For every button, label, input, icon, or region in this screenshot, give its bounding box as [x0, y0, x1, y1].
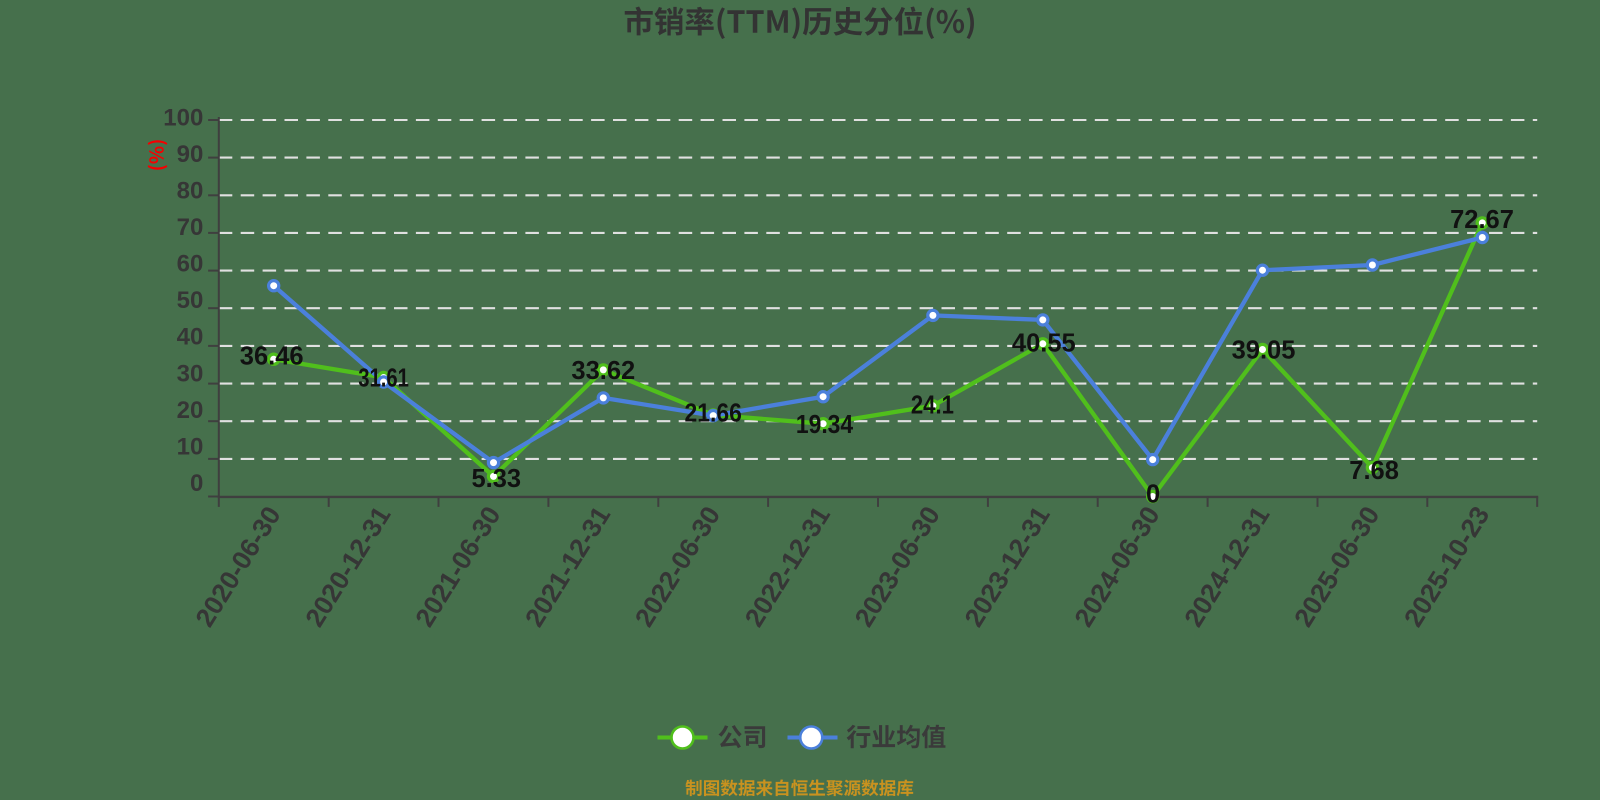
- svg-text:50: 50: [177, 287, 204, 314]
- svg-text:36.46: 36.46: [240, 342, 304, 370]
- svg-text:7.68: 7.68: [1349, 457, 1399, 485]
- svg-text:0: 0: [1146, 481, 1160, 509]
- svg-text:0: 0: [190, 470, 203, 497]
- svg-text:19.34: 19.34: [796, 411, 854, 439]
- svg-text:20: 20: [177, 397, 204, 424]
- svg-text:40.55: 40.55: [1012, 330, 1076, 358]
- svg-text:60: 60: [177, 251, 204, 278]
- svg-text:40: 40: [177, 324, 204, 351]
- svg-text:31.61: 31.61: [358, 365, 409, 393]
- svg-text:33.62: 33.62: [571, 357, 635, 385]
- svg-text:80: 80: [177, 178, 204, 205]
- svg-text:10: 10: [177, 433, 204, 460]
- svg-text:24.1: 24.1: [911, 391, 954, 419]
- svg-text:70: 70: [177, 214, 204, 241]
- svg-text:72.67: 72.67: [1450, 206, 1514, 234]
- svg-text:90: 90: [177, 141, 204, 168]
- svg-text:100: 100: [163, 105, 203, 132]
- svg-text:39.05: 39.05: [1232, 337, 1296, 365]
- svg-text:30: 30: [177, 360, 204, 387]
- svg-text:21.66: 21.66: [685, 399, 742, 427]
- svg-text:5.33: 5.33: [472, 465, 522, 493]
